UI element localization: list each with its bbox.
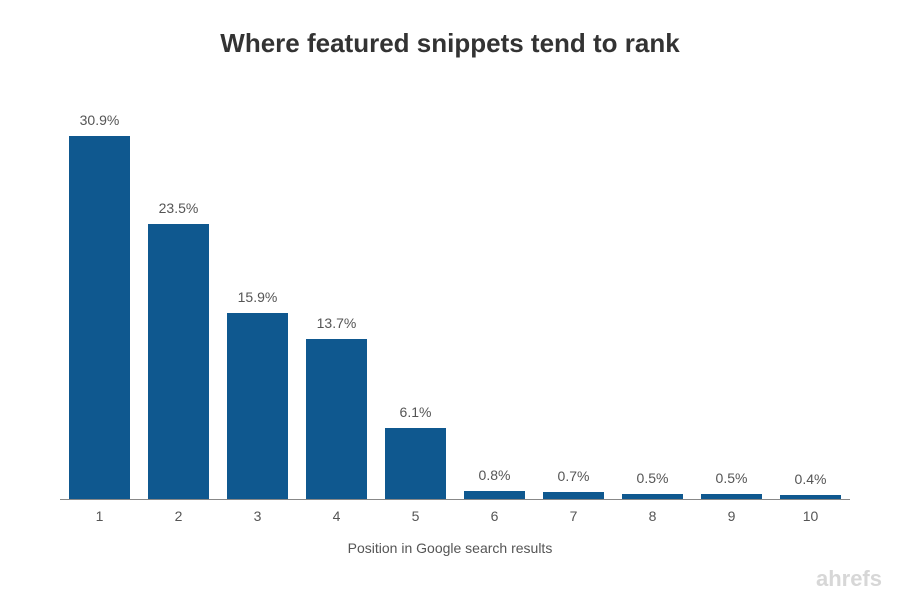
bar-value-label: 23.5%	[159, 200, 199, 216]
bar: 0.5%	[692, 100, 771, 500]
bar: 0.8%	[455, 100, 534, 500]
bar-value-label: 6.1%	[400, 404, 432, 420]
x-tick-label: 4	[297, 508, 376, 524]
x-axis-title: Position in Google search results	[0, 540, 900, 556]
bar-value-label: 0.5%	[716, 470, 748, 486]
bar: 23.5%	[139, 100, 218, 500]
x-tick-label: 3	[218, 508, 297, 524]
bar-series: 30.9% 23.5% 15.9% 13.7% 6.1% 0.8% 0.7% 0.5% 0.5%…	[60, 100, 850, 500]
x-tick-label: 10	[771, 508, 850, 524]
bar-rect	[385, 428, 447, 500]
bar: 13.7%	[297, 100, 376, 500]
bar-rect	[306, 339, 368, 500]
chart-title: Where featured snippets tend to rank	[0, 28, 900, 59]
bar-value-label: 15.9%	[238, 289, 278, 305]
x-tick-label: 5	[376, 508, 455, 524]
x-tick-label: 6	[455, 508, 534, 524]
bar-rect	[227, 313, 289, 500]
bar-rect	[69, 136, 131, 500]
bar-value-label: 0.4%	[795, 471, 827, 487]
x-tick-label: 8	[613, 508, 692, 524]
bar-value-label: 13.7%	[317, 315, 357, 331]
x-tick-label: 7	[534, 508, 613, 524]
bar-value-label: 0.7%	[558, 468, 590, 484]
bar: 15.9%	[218, 100, 297, 500]
bar: 6.1%	[376, 100, 455, 500]
bar: 0.5%	[613, 100, 692, 500]
x-axis-labels: 12345678910	[60, 508, 850, 524]
watermark-text: ahrefs	[816, 566, 882, 592]
bar-value-label: 30.9%	[80, 112, 120, 128]
snippet-rank-chart: Where featured snippets tend to rank 30.…	[0, 0, 900, 600]
bar-value-label: 0.5%	[637, 470, 669, 486]
plot-area: 30.9% 23.5% 15.9% 13.7% 6.1% 0.8% 0.7% 0.5% 0.5%…	[60, 100, 850, 500]
bar-value-label: 0.8%	[479, 467, 511, 483]
bar: 30.9%	[60, 100, 139, 500]
bar: 0.7%	[534, 100, 613, 500]
bar: 0.4%	[771, 100, 850, 500]
x-tick-label: 9	[692, 508, 771, 524]
x-tick-label: 2	[139, 508, 218, 524]
bar-rect	[148, 224, 210, 500]
x-axis-line	[60, 499, 850, 500]
x-tick-label: 1	[60, 508, 139, 524]
